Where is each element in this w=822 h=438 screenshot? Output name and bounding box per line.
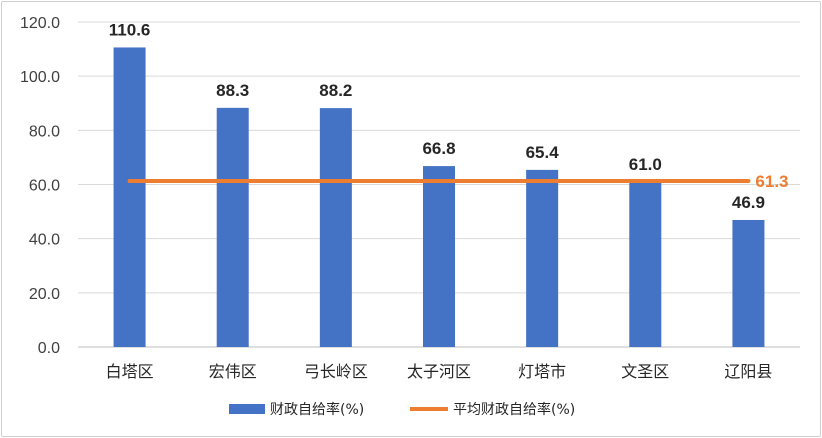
bar-data-label: 61.0 — [629, 155, 662, 174]
legend-bar-label: 财政自给率(%) — [270, 401, 364, 418]
bar — [319, 108, 352, 347]
bar-data-label: 65.4 — [526, 143, 560, 162]
y-tick-label: 120.0 — [20, 15, 60, 32]
bar-series: 110.6 88.3 88.2 66.8 65.4 61.0 46.9 — [109, 20, 765, 348]
bar-data-label: 66.8 — [422, 139, 455, 158]
bar-data-label: 88.3 — [216, 81, 249, 100]
x-category-label: 太子河区 — [407, 362, 471, 381]
y-tick-label: 40.0 — [29, 232, 60, 249]
bar — [113, 47, 146, 347]
gridlines — [78, 21, 800, 348]
bar-data-label: 46.9 — [732, 193, 765, 212]
bar-data-label: 110.6 — [109, 20, 151, 39]
bar — [216, 107, 249, 348]
y-tick-label: 20.0 — [29, 286, 60, 303]
x-category-label: 宏伟区 — [209, 362, 257, 381]
y-tick-label: 80.0 — [29, 123, 60, 140]
y-axis-tick-labels: 0.0 20.0 40.0 60.0 80.0 100.0 120.0 — [20, 15, 60, 357]
bar — [732, 219, 765, 347]
bar — [526, 169, 559, 347]
average-line-label: 61.3 — [755, 172, 788, 191]
x-category-label: 辽阳县 — [724, 362, 772, 381]
x-category-label: 文圣区 — [621, 362, 669, 381]
y-tick-label: 0.0 — [38, 340, 60, 357]
y-tick-label: 60.0 — [29, 178, 60, 195]
x-category-label: 白塔区 — [106, 362, 154, 381]
average-line-series: 61.3 — [127, 172, 789, 191]
x-axis-category-labels: 白塔区 宏伟区 弓长岭区 太子河区 灯塔市 文圣区 辽阳县 — [106, 362, 773, 381]
bar — [423, 166, 455, 347]
x-category-label: 弓长岭区 — [304, 362, 368, 381]
legend-line-label: 平均财政自给率(%) — [453, 401, 575, 418]
bar — [629, 181, 662, 347]
y-tick-label: 100.0 — [20, 69, 60, 86]
legend: 财政自给率(%) 平均财政自给率(%) — [229, 401, 575, 418]
x-category-label: 灯塔市 — [518, 362, 566, 381]
bar-data-label: 88.2 — [319, 81, 352, 100]
legend-bar-swatch — [229, 404, 265, 414]
